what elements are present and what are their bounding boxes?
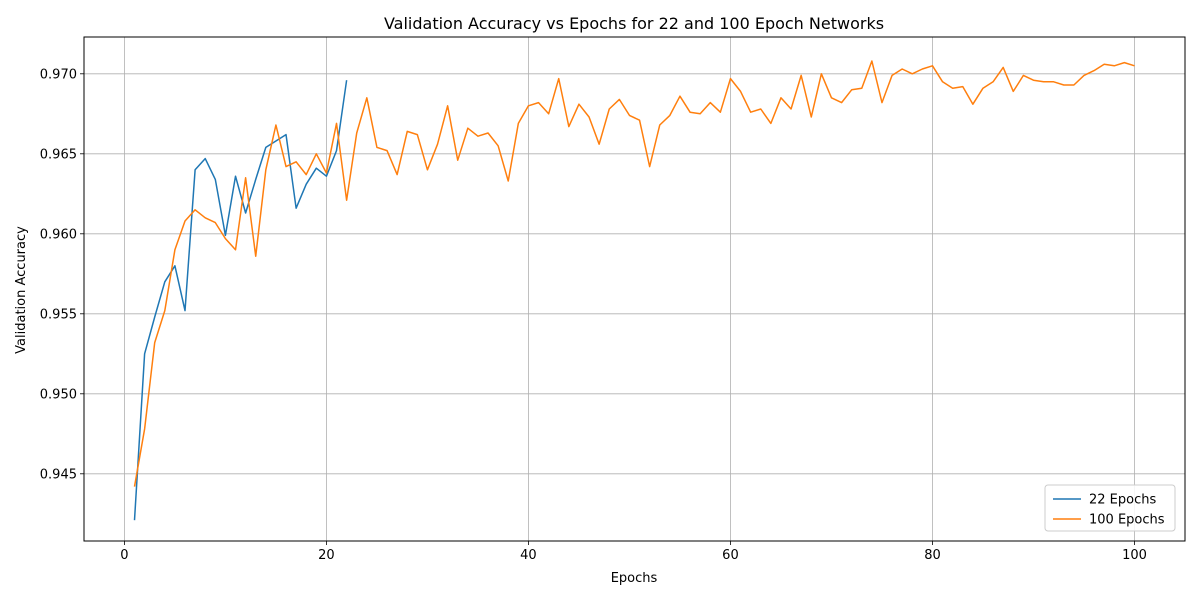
x-tick-label: 0: [120, 548, 128, 563]
y-axis-label: Validation Accuracy: [14, 226, 29, 354]
series-lines: [133, 60, 1135, 521]
legend-label: 100 Epochs: [1089, 513, 1165, 528]
y-axis-ticks: 0.945 0.950 0.955 0.960 0.965 0.970: [40, 67, 84, 482]
y-tick-label: 0.965: [40, 147, 77, 162]
x-axis-label: Epochs: [611, 571, 658, 586]
x-tick-label: 20: [318, 548, 335, 563]
x-tick-label: 60: [722, 548, 739, 563]
x-tick-label: 40: [520, 548, 537, 563]
x-tick-label: 100: [1122, 548, 1147, 563]
plot-frame: [83, 36, 1186, 542]
x-axis-ticks: 0 20 40 60 80 100: [120, 541, 1147, 563]
series-line-1: [133, 80, 348, 521]
x-tick-label: 80: [924, 548, 941, 563]
y-tick-label: 0.945: [40, 467, 77, 482]
y-tick-label: 0.950: [40, 387, 77, 402]
y-tick-label: 0.955: [40, 307, 77, 322]
grid-lines: [84, 37, 1185, 541]
legend-label: 22 Epochs: [1089, 493, 1156, 508]
y-tick-label: 0.970: [40, 67, 77, 82]
y-tick-label: 0.960: [40, 227, 77, 242]
series-line-2: [133, 60, 1135, 487]
chart-title: Validation Accuracy vs Epochs for 22 and…: [384, 14, 884, 33]
legend: 22 Epochs 100 Epochs: [1044, 484, 1176, 532]
